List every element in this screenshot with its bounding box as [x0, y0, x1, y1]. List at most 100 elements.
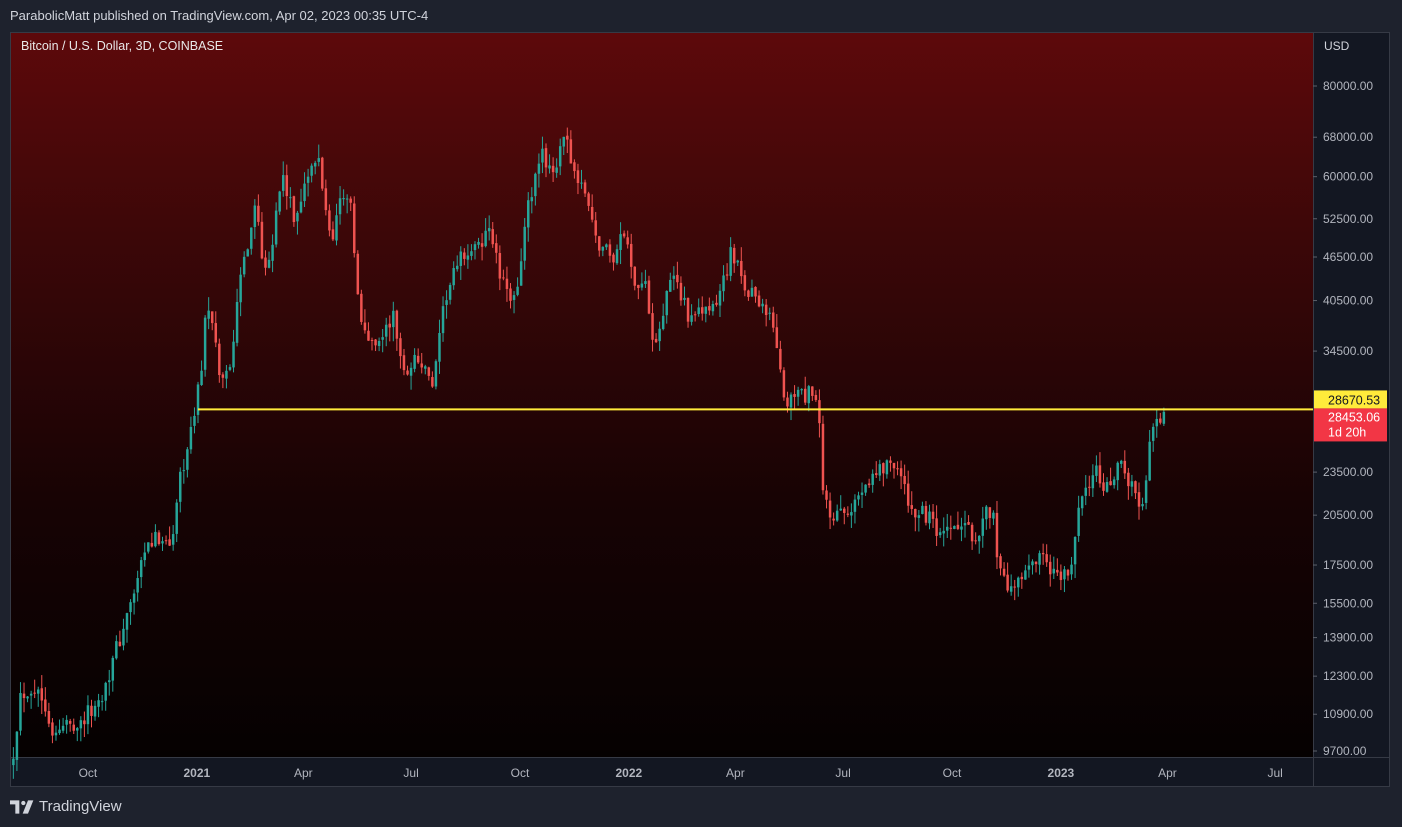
candle-body[interactable]: [399, 338, 402, 357]
candle-body[interactable]: [58, 729, 61, 734]
candle-body[interactable]: [292, 196, 296, 223]
candle-body[interactable]: [828, 500, 832, 518]
candle-body[interactable]: [750, 287, 754, 297]
candle-body[interactable]: [118, 641, 122, 647]
candle-body[interactable]: [491, 229, 494, 245]
candle-body[interactable]: [239, 274, 242, 303]
candle-body[interactable]: [356, 253, 360, 295]
candle-body[interactable]: [360, 293, 363, 322]
candle-body[interactable]: [889, 460, 892, 463]
candle-body[interactable]: [850, 512, 853, 516]
candle-body[interactable]: [917, 515, 921, 518]
candle-body[interactable]: [498, 253, 502, 279]
candle-body[interactable]: [225, 370, 228, 379]
candle-body[interactable]: [147, 542, 150, 552]
candle-body[interactable]: [583, 182, 587, 194]
candle-body[interactable]: [874, 473, 878, 475]
candle-body[interactable]: [1134, 481, 1137, 494]
candle-body[interactable]: [594, 220, 597, 236]
candle-body[interactable]: [768, 312, 771, 314]
candle-body[interactable]: [821, 423, 825, 491]
candle-body[interactable]: [953, 525, 956, 529]
candle-body[interactable]: [647, 280, 651, 314]
candle-body[interactable]: [1038, 553, 1041, 565]
candle-body[interactable]: [1059, 571, 1063, 581]
candle-body[interactable]: [864, 484, 867, 493]
candle-body[interactable]: [814, 394, 818, 400]
candle-body[interactable]: [480, 243, 484, 247]
candle-body[interactable]: [452, 268, 455, 286]
candle-body[interactable]: [1141, 504, 1144, 507]
candle-body[interactable]: [516, 286, 519, 295]
candle-body[interactable]: [40, 688, 44, 701]
candle-body[interactable]: [207, 310, 210, 319]
candle-body[interactable]: [1102, 482, 1105, 491]
candle-body[interactable]: [555, 167, 558, 173]
chart-container[interactable]: USD 80000.00 68000.00 60000.00 52500.00 46500…: [10, 32, 1390, 787]
candle-body[interactable]: [296, 212, 299, 222]
candle-body[interactable]: [76, 728, 79, 731]
candle-body[interactable]: [708, 306, 711, 311]
candle-body[interactable]: [250, 227, 253, 249]
candle-body[interactable]: [558, 146, 562, 167]
candle-body[interactable]: [90, 705, 93, 716]
candle-body[interactable]: [704, 306, 708, 314]
candle-body[interactable]: [29, 693, 33, 696]
candle-body[interactable]: [931, 511, 935, 519]
candle-body[interactable]: [22, 693, 26, 699]
candle-body[interactable]: [26, 696, 29, 699]
candle-body[interactable]: [463, 252, 466, 259]
candle-body[interactable]: [860, 492, 864, 495]
brand[interactable]: TradingView: [10, 798, 122, 815]
candle-body[interactable]: [306, 176, 310, 183]
candle-body[interactable]: [935, 518, 938, 536]
candle-body[interactable]: [718, 290, 722, 306]
candle-body[interactable]: [789, 394, 793, 408]
candle-body[interactable]: [235, 301, 239, 343]
candle-body[interactable]: [186, 449, 189, 470]
candle-body[interactable]: [811, 386, 814, 396]
candle-body[interactable]: [1006, 574, 1009, 591]
candle-body[interactable]: [1077, 507, 1080, 536]
candle-body[interactable]: [470, 251, 473, 256]
candle-body[interactable]: [392, 310, 395, 328]
candle-body[interactable]: [345, 198, 349, 200]
candle-body[interactable]: [651, 313, 654, 340]
candle-body[interactable]: [548, 165, 551, 169]
candle-body[interactable]: [413, 354, 416, 369]
candle-body[interactable]: [669, 279, 672, 292]
candle-body[interactable]: [878, 464, 882, 476]
candle-body[interactable]: [257, 205, 260, 222]
candle-body[interactable]: [1162, 411, 1166, 424]
candle-body[interactable]: [221, 374, 225, 378]
candle-body[interactable]: [779, 348, 782, 370]
candle-body[interactable]: [171, 534, 175, 545]
candle-body[interactable]: [338, 198, 342, 215]
candle-body[interactable]: [725, 274, 729, 276]
candle-body[interactable]: [1002, 568, 1006, 576]
candle-body[interactable]: [946, 526, 949, 531]
candle-body[interactable]: [107, 680, 111, 683]
candle-body[interactable]: [1056, 569, 1059, 573]
candle-body[interactable]: [544, 148, 548, 168]
candle-body[interactable]: [487, 228, 491, 232]
candle-body[interactable]: [839, 508, 842, 511]
candle-body[interactable]: [420, 363, 423, 368]
candle-body[interactable]: [274, 210, 278, 245]
candle-body[interactable]: [775, 327, 779, 349]
candle-body[interactable]: [328, 210, 331, 231]
candle-body[interactable]: [512, 295, 516, 300]
candle-body[interactable]: [736, 260, 739, 263]
candle-body[interactable]: [1052, 568, 1056, 574]
candle-body[interactable]: [289, 197, 292, 199]
candle-body[interactable]: [161, 541, 164, 544]
candle-body[interactable]: [409, 367, 413, 376]
candle-body[interactable]: [562, 136, 566, 147]
candle-body[interactable]: [764, 304, 768, 316]
candle-body[interactable]: [189, 426, 193, 450]
candle-body[interactable]: [1013, 586, 1016, 588]
candle-body[interactable]: [313, 162, 317, 167]
candle-body[interactable]: [353, 203, 356, 254]
candle-body[interactable]: [434, 361, 438, 387]
candle-body[interactable]: [363, 322, 367, 331]
